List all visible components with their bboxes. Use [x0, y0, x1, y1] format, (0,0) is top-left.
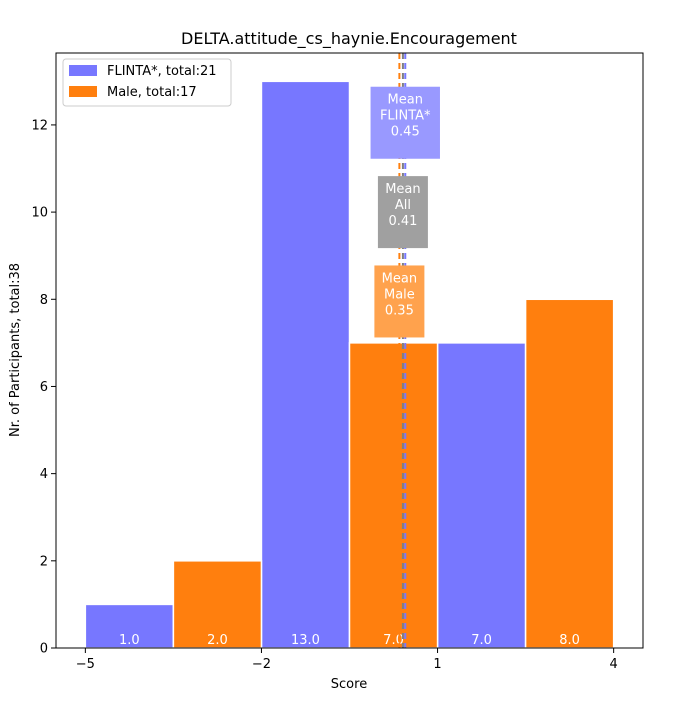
mean-box-text: Mean: [382, 271, 417, 286]
bar-flinta-0: [84, 603, 175, 649]
mean-box-text: 0.35: [385, 303, 414, 318]
y-tick-label: 6: [40, 380, 48, 395]
legend-label: Male, total:17: [107, 85, 197, 100]
mean-box-all: [377, 176, 428, 249]
x-axis-label: Score: [331, 677, 367, 692]
bar-value-label: 1.0: [119, 633, 140, 648]
x-tick-label: −2: [252, 657, 271, 672]
bar-flinta-1: [260, 80, 351, 649]
y-tick-label: 4: [40, 467, 48, 482]
bar-male-2: [524, 298, 615, 649]
chart-title: DELTA.attitude_cs_haynie.Encouragement: [181, 29, 517, 49]
y-tick-label: 0: [40, 642, 48, 657]
bar-flinta-2: [436, 342, 527, 649]
mean-box-text: Male: [384, 287, 415, 302]
bar-value-label: 8.0: [559, 633, 580, 648]
bar-male-1: [348, 342, 439, 649]
y-tick-label: 2: [40, 554, 48, 569]
y-tick-label: 12: [31, 118, 48, 133]
mean-box-text: 0.45: [391, 125, 420, 140]
legend-swatch: [69, 65, 97, 76]
x-tick-label: −5: [76, 657, 95, 672]
mean-box-text: Mean: [385, 182, 420, 197]
legend-label: FLINTA*, total:21: [107, 64, 217, 79]
x-tick-label: 1: [433, 657, 441, 672]
y-tick-label: 10: [31, 206, 48, 221]
plot-frame: [55, 52, 644, 649]
legend-swatch: [69, 86, 97, 97]
mean-box-text: FLINTA*: [380, 109, 431, 124]
legend-box: [62, 58, 232, 107]
bar-value-label: 13.0: [291, 633, 320, 648]
bar-value-label: 7.0: [471, 633, 492, 648]
mean-box-text: Mean: [388, 93, 423, 108]
mean-box-male: [374, 265, 425, 338]
bar-value-label: 2.0: [207, 633, 228, 648]
legend: FLINTA*, total:21 Male, total:17: [62, 58, 232, 107]
bar-male-0: [172, 560, 263, 649]
y-axis-label: Nr. of Participants, total:38: [8, 263, 23, 437]
y-tick-label: 8: [40, 293, 48, 308]
mean-box-flinta: [370, 86, 440, 159]
mean-box-text: 0.41: [388, 214, 417, 229]
x-tick-label: 4: [610, 657, 618, 672]
bar-value-label: 7.0: [383, 633, 404, 648]
mean-box-text: All: [395, 198, 411, 213]
